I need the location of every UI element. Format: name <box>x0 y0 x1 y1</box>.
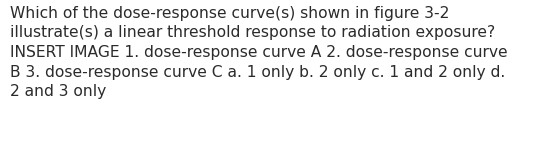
Text: Which of the dose-response curve(s) shown in figure 3-2
illustrate(s) a linear t: Which of the dose-response curve(s) show… <box>10 6 508 99</box>
